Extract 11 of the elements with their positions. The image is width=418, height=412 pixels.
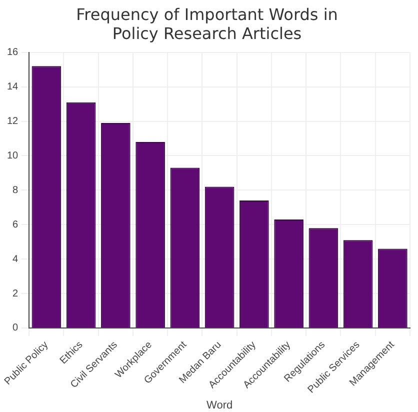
- y-tick-label: 12: [7, 116, 19, 128]
- x-axis-title: Word: [206, 399, 233, 412]
- y-tick-label: 10: [7, 150, 19, 162]
- chart-title: Frequency of Important Words in Policy Research Articles: [76, 4, 338, 43]
- y-tick-label: 8: [12, 184, 19, 196]
- y-tick-label: 4: [12, 254, 19, 265]
- y-tick-label: 2: [12, 288, 19, 300]
- y-tick-label: 6: [12, 219, 19, 230]
- y-tick-label: 0: [12, 322, 19, 334]
- y-tick-label: 14: [7, 82, 19, 93]
- y-tick-label: 16: [7, 47, 19, 58]
